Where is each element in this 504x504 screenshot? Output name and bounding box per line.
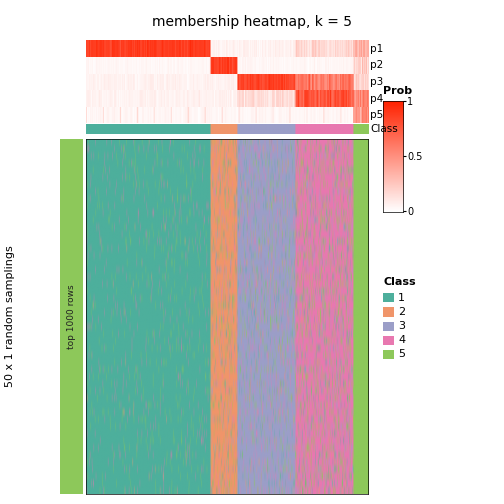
Text: 1: 1 (398, 293, 405, 303)
Text: 2: 2 (398, 307, 405, 317)
Text: membership heatmap, k = 5: membership heatmap, k = 5 (152, 15, 352, 29)
Text: Class: Class (383, 277, 416, 287)
Text: 3: 3 (398, 321, 405, 331)
Text: 5: 5 (398, 349, 405, 359)
Text: top 1000 rows: top 1000 rows (68, 284, 76, 349)
Text: p2: p2 (370, 60, 384, 70)
Text: 4: 4 (398, 335, 405, 345)
Text: p5: p5 (370, 110, 384, 120)
Text: Class: Class (370, 124, 398, 134)
Text: Prob: Prob (383, 86, 412, 96)
Text: p4: p4 (370, 94, 384, 103)
Text: 50 x 1 random samplings: 50 x 1 random samplings (5, 245, 15, 387)
Text: p3: p3 (370, 77, 384, 87)
Text: p1: p1 (370, 44, 384, 53)
